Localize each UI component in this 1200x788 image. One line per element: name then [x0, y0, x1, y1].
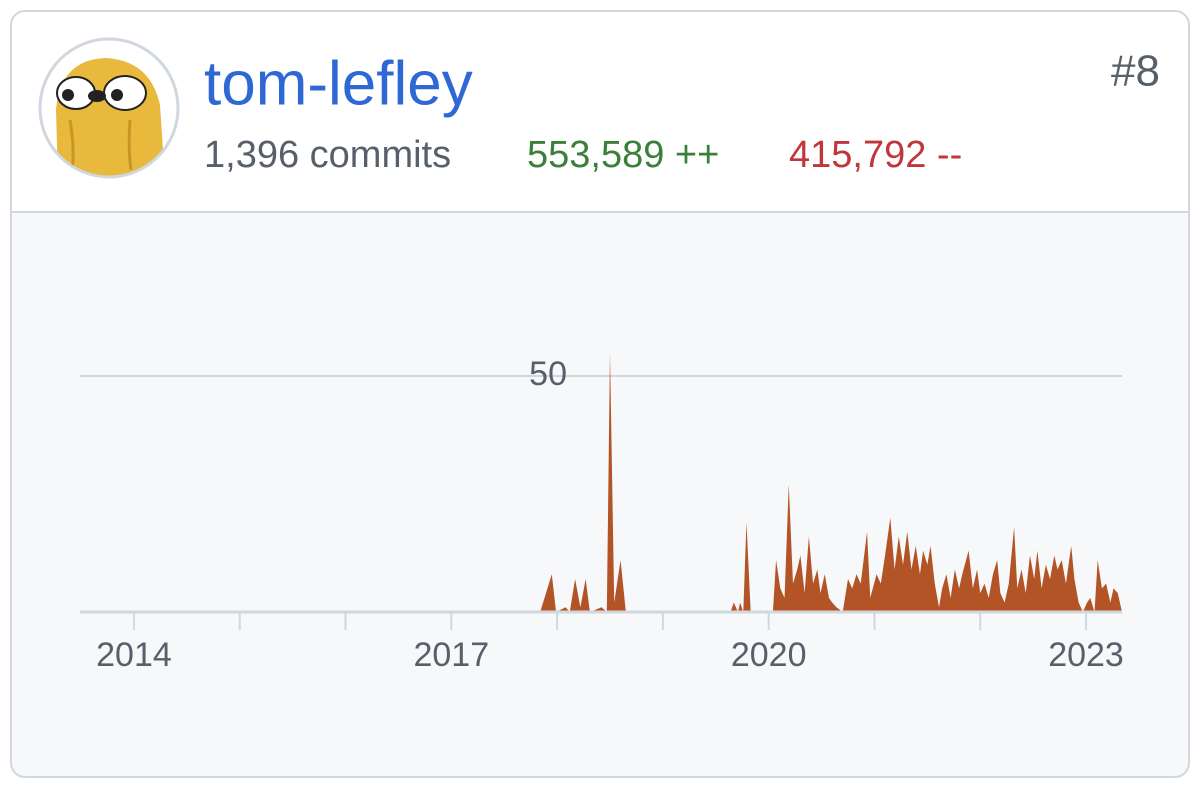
username[interactable]: tom-lefley: [204, 49, 473, 118]
card-chart-bg: [11, 212, 1189, 777]
commit-count[interactable]: 1,396 commits: [204, 134, 451, 176]
commit-area: [80, 352, 1122, 612]
x-tick-label: 2023: [1048, 636, 1124, 674]
x-tick-label: 2020: [731, 636, 807, 674]
avatar[interactable]: [38, 37, 180, 180]
commit-chart: 50 2014 2017 2020 2023: [80, 352, 1124, 674]
deletions: 415,792 --: [789, 134, 962, 176]
card-border: [10, 10, 1190, 778]
x-tick-label: 2014: [96, 636, 172, 674]
rank: #8: [1111, 47, 1160, 96]
x-tick-label: 2017: [413, 636, 489, 674]
additions: 553,589 ++: [527, 134, 719, 176]
y-tick-label: 50: [529, 355, 567, 393]
